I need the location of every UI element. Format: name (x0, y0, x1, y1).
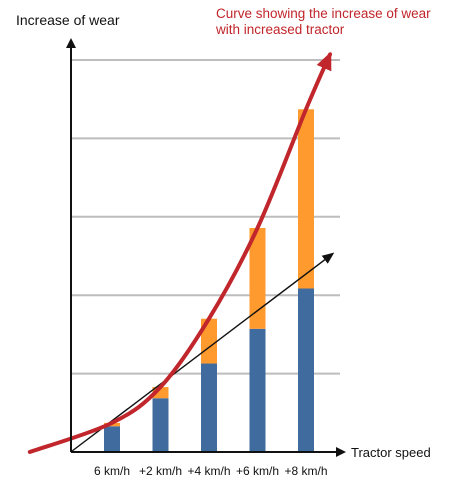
trend-line (70, 252, 335, 453)
x-tick-label-2: +2 km/h (139, 464, 182, 478)
axes (66, 38, 346, 457)
x-tick-labels: 6 km/h +2 km/h +4 km/h +6 km/h +8 km/h (94, 464, 328, 478)
bar-base-5 (298, 288, 314, 452)
curve-annotation: Curve showing the increase of wear with … (216, 6, 431, 37)
x-axis-title: Tractor speed (351, 445, 431, 460)
bar-increase-4 (249, 228, 266, 329)
bar-increase-3 (201, 318, 217, 364)
bar-base-4 (249, 328, 266, 452)
x-tick-label-5: +8 km/h (284, 464, 327, 478)
bar-base-2 (152, 398, 169, 452)
x-tick-label-4: +6 km/h (236, 464, 279, 478)
wear-curve (27, 51, 332, 454)
x-tick-label-1: 6 km/h (94, 464, 130, 478)
bars (104, 109, 314, 452)
overlays (27, 51, 335, 454)
bar-increase-2 (152, 387, 169, 399)
y-axis-title: Increase of wear (16, 12, 120, 28)
bar-base-3 (201, 363, 217, 452)
bar-increase-5 (298, 109, 314, 289)
x-tick-label-3: +4 km/h (187, 464, 230, 478)
bar-base-1 (104, 426, 120, 452)
